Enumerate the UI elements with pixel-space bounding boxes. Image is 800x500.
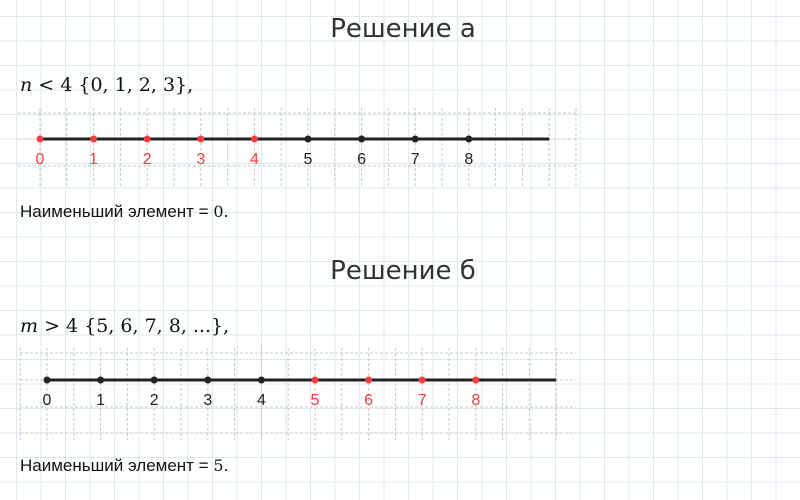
tick-label-1: 1 bbox=[89, 151, 98, 168]
tick-label-2: 2 bbox=[143, 151, 152, 168]
set-expression: > 4 {5, 6, 7, 8, ...}, bbox=[38, 315, 230, 337]
point-4 bbox=[257, 376, 265, 384]
answer-value: 5. bbox=[213, 456, 229, 475]
tick-label-0: 0 bbox=[43, 392, 52, 409]
point-3 bbox=[204, 376, 212, 384]
tick-label-5: 5 bbox=[304, 151, 313, 168]
point-5 bbox=[311, 376, 319, 384]
tick-label-8: 8 bbox=[464, 151, 473, 168]
tick-label-5: 5 bbox=[311, 392, 320, 409]
section-a-inequality: n < 4 {0, 1, 2, 3}, bbox=[20, 74, 193, 96]
point-6 bbox=[365, 376, 373, 384]
section-b-inequality: m > 4 {5, 6, 7, 8, ...}, bbox=[20, 315, 229, 337]
point-7 bbox=[411, 135, 419, 143]
point-2 bbox=[150, 376, 158, 384]
answer-value: 0. bbox=[213, 202, 229, 221]
set-expression: < 4 {0, 1, 2, 3}, bbox=[32, 74, 194, 96]
section-b-answer: Наименьший элемент = 5. bbox=[20, 456, 229, 476]
tick-label-6: 6 bbox=[357, 151, 366, 168]
number-line-a: 0 1 2 3 4 5 6 7 8 bbox=[18, 108, 577, 188]
point-4 bbox=[250, 135, 258, 143]
point-3 bbox=[197, 135, 205, 143]
tick-label-4: 4 bbox=[250, 151, 259, 168]
variable-m: m bbox=[20, 315, 39, 337]
tick-label-0: 0 bbox=[36, 151, 45, 168]
answer-label: Наименьший элемент = bbox=[20, 456, 214, 475]
tick-label-4: 4 bbox=[257, 392, 266, 409]
point-1 bbox=[97, 376, 105, 384]
section-a-answer: Наименьший элемент = 0. bbox=[20, 202, 229, 222]
tick-label-6: 6 bbox=[364, 392, 373, 409]
tick-label-2: 2 bbox=[150, 392, 159, 409]
tick-label-3: 3 bbox=[203, 392, 212, 409]
point-6 bbox=[358, 135, 366, 143]
tick-label-3: 3 bbox=[196, 151, 205, 168]
point-8 bbox=[472, 376, 480, 384]
tick-label-7: 7 bbox=[411, 151, 420, 168]
section-a-title: Решение а bbox=[330, 14, 476, 44]
point-5 bbox=[304, 135, 312, 143]
tick-label-8: 8 bbox=[471, 392, 480, 409]
tick-label-1: 1 bbox=[96, 392, 105, 409]
point-7 bbox=[418, 376, 426, 384]
point-2 bbox=[143, 135, 151, 143]
variable-n: n bbox=[20, 74, 33, 96]
answer-label: Наименьший элемент = bbox=[20, 202, 214, 221]
section-b-title: Решение б bbox=[330, 256, 476, 286]
tick-label-7: 7 bbox=[418, 392, 427, 409]
point-0 bbox=[36, 135, 44, 143]
point-0 bbox=[43, 376, 51, 384]
number-line-b: 0 1 2 3 4 5 6 7 8 bbox=[19, 348, 576, 440]
point-1 bbox=[90, 135, 98, 143]
point-8 bbox=[465, 135, 473, 143]
